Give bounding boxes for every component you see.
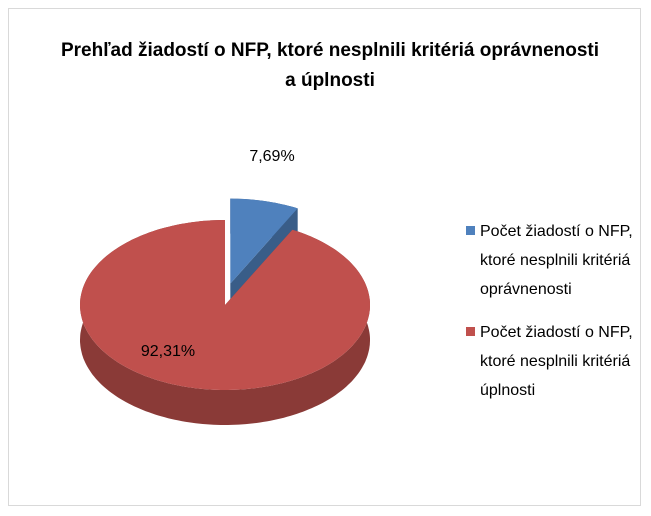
slice — [230, 198, 298, 284]
legend-entry: Počet žiadostí o NFP, ktoré nesplnili kr… — [466, 318, 641, 405]
chart-frame — [8, 8, 641, 506]
legend-label: Počet žiadostí o NFP, ktoré nesplnili kr… — [480, 223, 633, 298]
data-label: 92,31% — [141, 343, 195, 360]
legend-label: Počet žiadostí o NFP, ktoré nesplnili kr… — [480, 324, 633, 399]
data-label: 7,69% — [249, 148, 294, 165]
legend-entry: Počet žiadostí o NFP, ktoré nesplnili kr… — [466, 217, 641, 304]
legend-swatch — [466, 327, 475, 336]
legend: Počet žiadostí o NFP, ktoré nesplnili kr… — [466, 217, 641, 419]
legend-swatch — [466, 226, 475, 235]
chart-title: Prehľad žiadostí o NFP, ktoré nesplnili … — [60, 40, 600, 91]
slice — [80, 220, 370, 390]
